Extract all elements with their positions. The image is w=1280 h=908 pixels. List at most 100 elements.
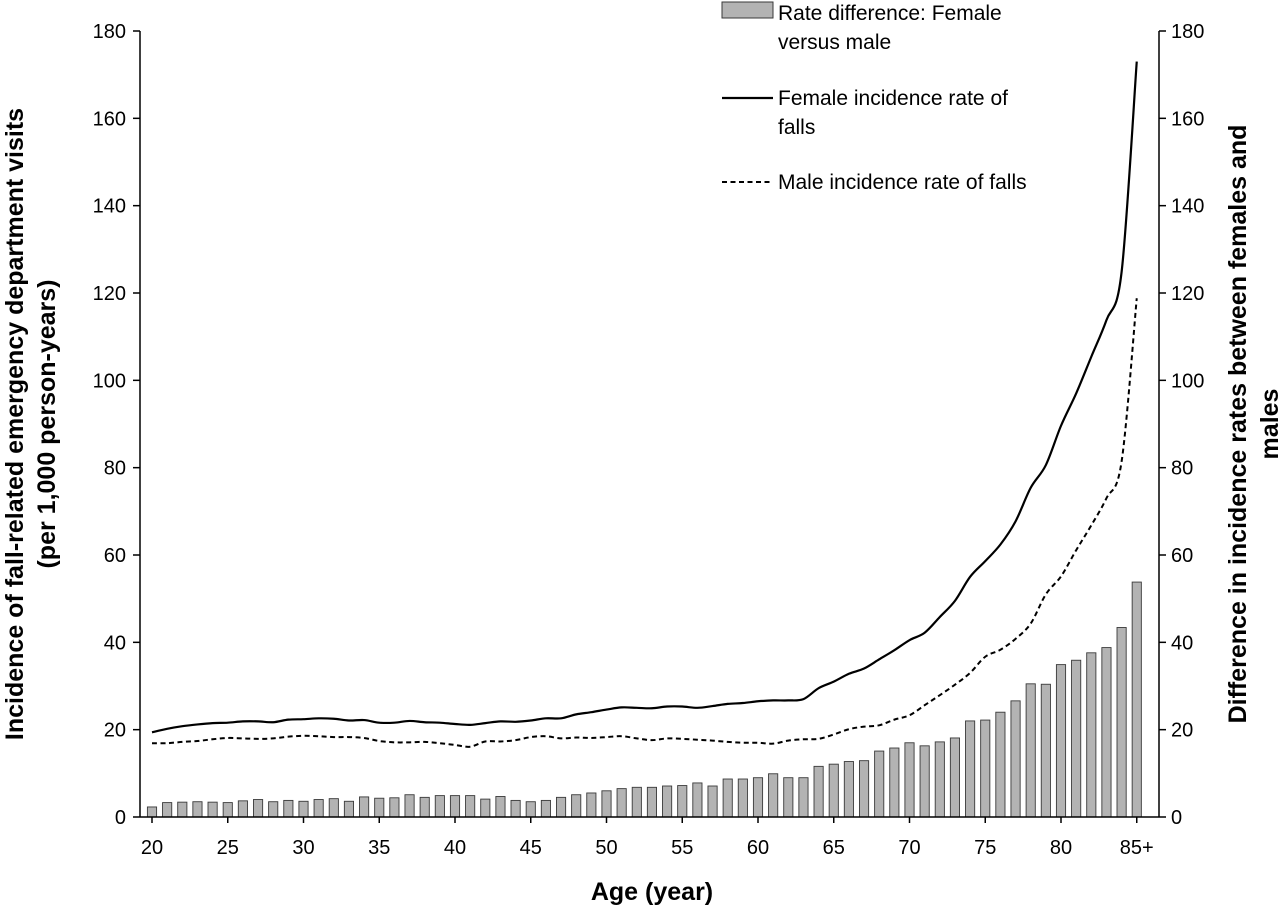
x-axis-title: Age (year)	[591, 878, 713, 906]
x-tick-label: 40	[444, 837, 466, 859]
rate-difference-bar	[995, 711, 1006, 818]
legend-female-label-line2: falls	[778, 116, 815, 139]
left-y-tick-label: 120	[93, 283, 126, 305]
left-y-tick-label: 20	[104, 720, 126, 742]
left-y-tick-label: 140	[93, 196, 126, 218]
x-tick-label: 50	[595, 837, 617, 859]
rate-difference-bar	[828, 763, 839, 818]
rate-difference-bar	[298, 800, 309, 818]
rate-difference-bar	[237, 800, 248, 818]
rate-difference-bar	[222, 802, 233, 818]
x-tick-label: 65	[823, 837, 845, 859]
legend-bar-swatch	[721, 1, 774, 19]
right-y-tick-label: 120	[1171, 283, 1204, 305]
rate-difference-bar	[707, 785, 718, 818]
rate-difference-bar	[859, 760, 870, 818]
rate-difference-bar	[843, 761, 854, 818]
legend-bar-label-line1: Rate difference: Female	[778, 2, 1002, 25]
left-y-tick-label: 100	[93, 370, 126, 392]
rate-difference-bar	[1086, 652, 1097, 818]
bar-series	[146, 581, 1142, 818]
rate-difference-bar	[207, 801, 218, 818]
rate-difference-bar	[359, 796, 370, 818]
x-tick-label: 70	[898, 837, 920, 859]
rate-difference-bar	[449, 795, 461, 818]
rate-difference-bar	[525, 801, 536, 818]
x-tick-label: 30	[292, 837, 314, 859]
right-y-tick-label: 140	[1171, 196, 1204, 218]
x-tick-label: 80	[1050, 837, 1072, 859]
right-y-tick-label: 0	[1171, 807, 1182, 829]
rate-difference-bar	[177, 801, 188, 818]
rate-difference-bar	[904, 742, 915, 818]
left-y-tick-label: 0	[115, 807, 126, 829]
rate-difference-bar	[419, 796, 430, 818]
female-incidence-line	[151, 61, 1138, 734]
rate-difference-bar	[631, 786, 642, 818]
rate-difference-bar	[1071, 659, 1082, 818]
rate-difference-bar	[146, 806, 158, 818]
rate-difference-bar	[495, 796, 506, 818]
right-y-tick-label: 60	[1171, 545, 1193, 567]
rate-difference-bar	[1131, 581, 1142, 818]
rate-difference-bar	[480, 798, 491, 818]
x-tick-label: 35	[368, 837, 390, 859]
left-y-axis-title-line1: Incidence of fall-related emergency depa…	[1, 108, 29, 740]
right-y-axis-title-line1: Difference in incidence rates between fe…	[1224, 125, 1252, 724]
right-y-tick-label: 100	[1171, 370, 1204, 392]
rate-difference-bar	[722, 778, 733, 818]
rate-difference-bar	[389, 797, 400, 818]
rate-difference-bar	[404, 794, 415, 818]
x-tick-label: 55	[671, 837, 693, 859]
left-y-tick-label: 80	[104, 458, 126, 480]
rate-difference-bar	[162, 802, 173, 818]
x-tick-label: 20	[141, 837, 163, 859]
rate-difference-bar	[556, 796, 567, 818]
x-tick-label: 75	[974, 837, 996, 859]
rate-difference-bar	[934, 741, 945, 818]
legend-male-label: Male incidence rate of falls	[778, 171, 1027, 194]
rate-difference-bar	[540, 799, 551, 818]
right-y-tick-label: 180	[1171, 21, 1204, 43]
rate-difference-bar	[737, 778, 748, 818]
rate-difference-bar	[889, 747, 900, 818]
legend-bar-label-line2: versus male	[778, 31, 891, 54]
right-y-tick-label: 80	[1171, 458, 1193, 480]
x-tick-label: 25	[217, 837, 239, 859]
rate-difference-bar	[949, 737, 960, 818]
rate-difference-bar	[874, 750, 885, 818]
rate-difference-bar	[374, 797, 385, 818]
rate-difference-bar	[268, 801, 279, 818]
rate-difference-bar	[1040, 683, 1051, 818]
rate-difference-bar	[1101, 647, 1112, 818]
rate-difference-bar	[1116, 627, 1127, 818]
x-ticks: 20 25 30 35 40 45 50 55 60 65 70 75 80 85+	[141, 817, 1154, 859]
rate-difference-bar	[252, 799, 264, 818]
right-y-tick-label: 160	[1171, 108, 1204, 130]
rate-difference-bar	[919, 745, 930, 818]
left-y-tick-label: 160	[93, 108, 126, 130]
left-y-ticks: 0 20 40 60 80 100 120 140 160 180	[93, 21, 140, 829]
rate-difference-bar	[965, 720, 976, 818]
rate-difference-bar	[283, 799, 294, 818]
rate-difference-bar	[1055, 664, 1067, 818]
rate-difference-bar	[465, 795, 476, 818]
rate-difference-bar	[692, 782, 703, 818]
rate-difference-bar	[586, 792, 597, 818]
right-y-tick-label: 20	[1171, 720, 1193, 742]
rate-difference-bar	[434, 795, 445, 818]
rate-difference-bar	[752, 777, 764, 818]
right-y-tick-label: 40	[1171, 632, 1193, 654]
right-y-axis-title-line2: males	[1256, 389, 1280, 460]
rate-difference-bar	[662, 785, 673, 818]
legend-female-label-line1: Female incidence rate of	[778, 87, 1008, 110]
rate-difference-bar	[783, 777, 794, 818]
rate-difference-bar	[616, 788, 627, 818]
left-y-tick-label: 40	[104, 632, 126, 654]
rate-difference-bar	[571, 794, 582, 818]
rate-difference-bar	[1025, 683, 1036, 818]
x-tick-label: 45	[520, 837, 542, 859]
rate-difference-bar	[813, 765, 824, 818]
x-tick-label: 60	[747, 837, 769, 859]
